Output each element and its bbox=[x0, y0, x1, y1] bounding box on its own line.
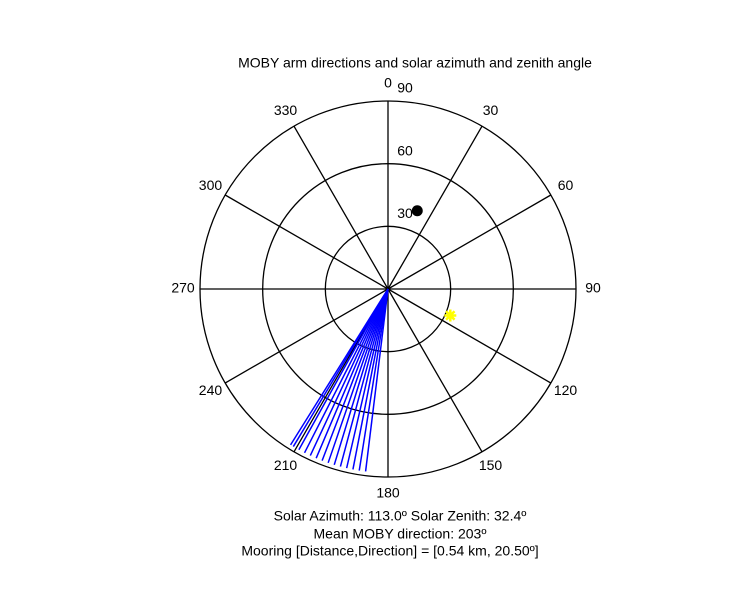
theta-tick-label: 300 bbox=[199, 177, 223, 193]
annotation: Mean MOBY direction: 203º bbox=[314, 526, 487, 542]
arm-line bbox=[327, 288, 389, 464]
spoke bbox=[387, 288, 552, 384]
r-tick-label: 30 bbox=[397, 205, 413, 221]
arm-line bbox=[303, 288, 389, 454]
theta-tick-label: 270 bbox=[171, 280, 195, 296]
theta-tick-label: 150 bbox=[479, 457, 503, 473]
spoke bbox=[387, 288, 483, 453]
annotation: Solar Azimuth: 113.0º Solar Zenith: 32.4… bbox=[274, 508, 527, 524]
arm-line bbox=[333, 288, 389, 466]
arm-line bbox=[364, 288, 389, 472]
arm-line bbox=[298, 288, 389, 451]
arm-line bbox=[289, 288, 389, 446]
theta-tick-label: 0 bbox=[384, 75, 392, 91]
spoke bbox=[293, 125, 389, 290]
chart-title: MOBY arm directions and solar azimuth an… bbox=[238, 55, 592, 71]
theta-tick-label: 30 bbox=[483, 102, 499, 118]
arm-line bbox=[352, 288, 389, 470]
r-tick-label: 90 bbox=[397, 80, 413, 96]
spoke bbox=[224, 194, 389, 290]
arm-line bbox=[309, 288, 389, 456]
arm-line bbox=[315, 288, 389, 459]
sun-marker bbox=[444, 309, 457, 322]
theta-tick-label: 120 bbox=[554, 382, 578, 398]
spoke bbox=[387, 194, 552, 290]
spoke bbox=[387, 125, 483, 290]
theta-tick-label: 60 bbox=[558, 177, 574, 193]
theta-tick-label: 330 bbox=[274, 102, 298, 118]
arm-line bbox=[321, 288, 389, 461]
arm-line bbox=[339, 288, 389, 467]
arm-line bbox=[358, 288, 389, 471]
theta-tick-label: 240 bbox=[199, 382, 223, 398]
theta-tick-label: 90 bbox=[585, 280, 601, 296]
spoke bbox=[224, 288, 389, 384]
mooring-dot bbox=[411, 205, 423, 217]
arm-line bbox=[345, 288, 389, 469]
annotation: Mooring [Distance,Direction] = [0.54 km,… bbox=[241, 543, 538, 559]
r-tick-label: 60 bbox=[397, 142, 413, 158]
theta-tick-label: 210 bbox=[274, 457, 298, 473]
theta-tick-label: 180 bbox=[376, 485, 400, 501]
